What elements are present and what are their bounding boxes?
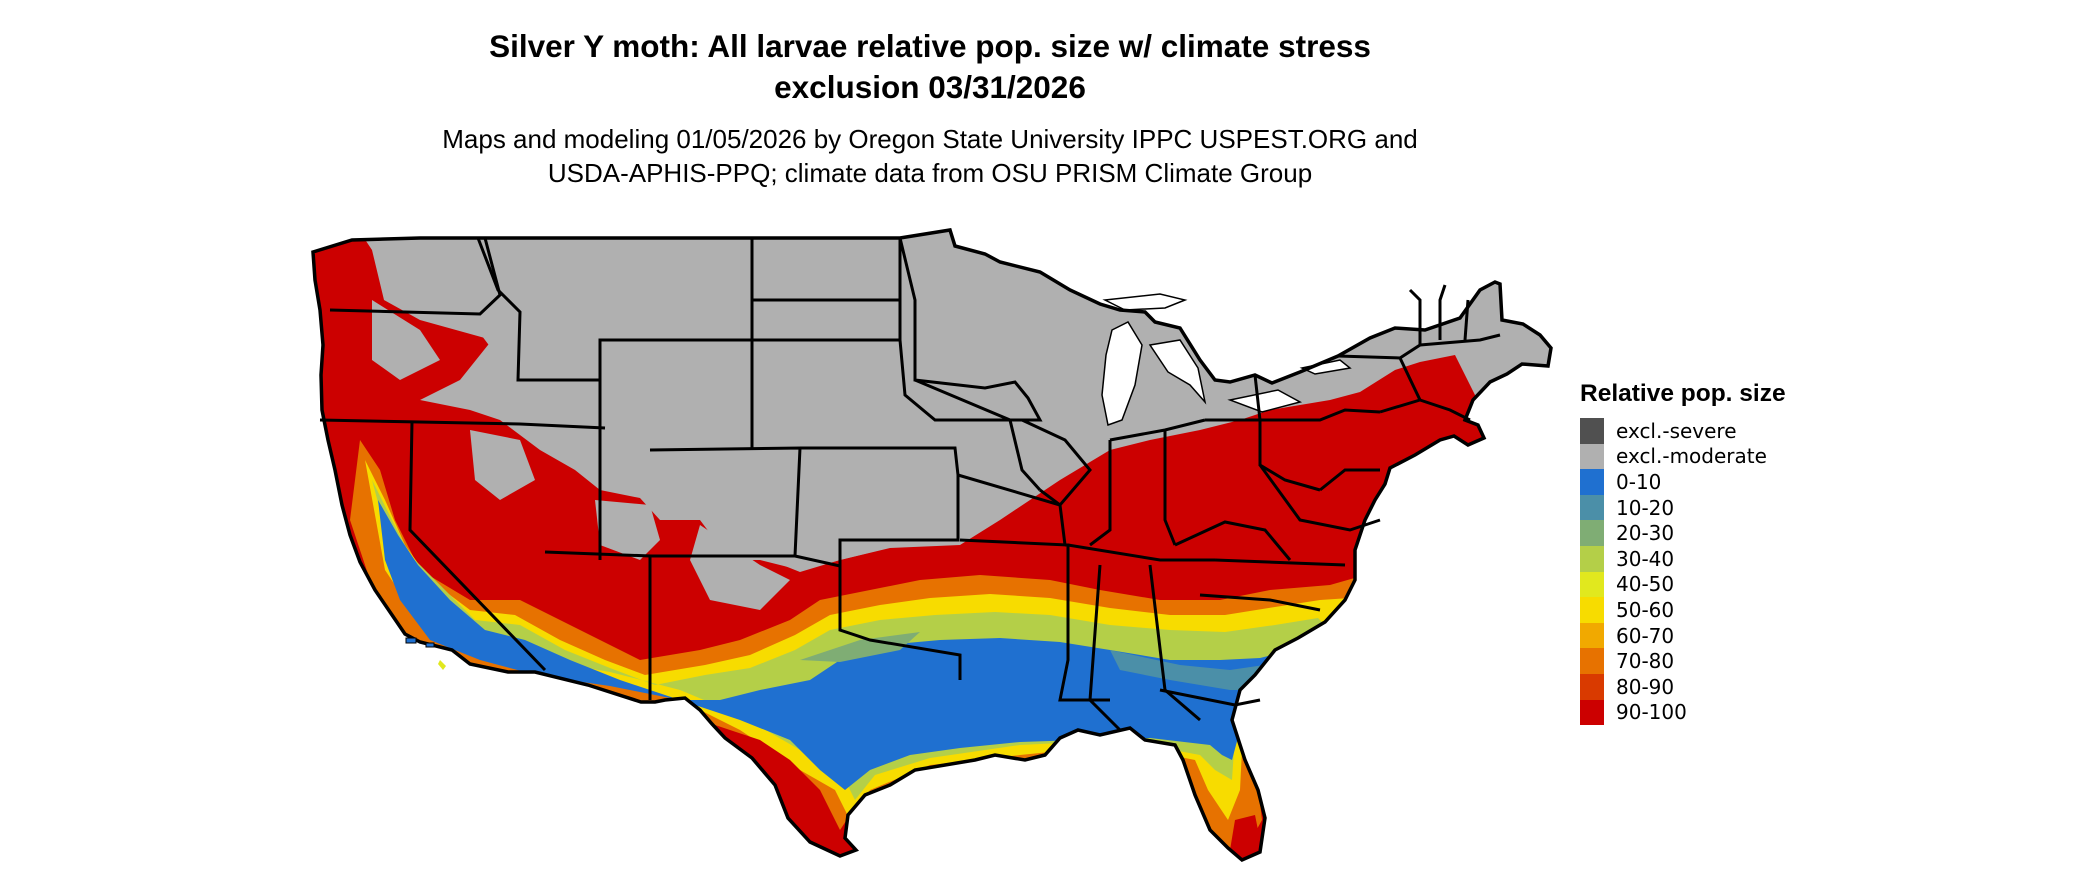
legend-swatch: [1580, 494, 1604, 521]
legend-swatch: [1580, 699, 1604, 726]
legend-swatch: [1580, 673, 1604, 700]
legend: Relative pop. size excl.-severe excl.-mo…: [1580, 380, 1786, 726]
legend-item: 10-20: [1580, 494, 1786, 521]
legend-swatch: [1580, 571, 1604, 598]
legend-label: 90-100: [1616, 700, 1687, 725]
legend-swatch: [1580, 597, 1604, 623]
legend-item: 80-90: [1580, 673, 1786, 700]
legend-swatch: [1580, 648, 1604, 674]
legend-swatch: [1580, 443, 1604, 470]
legend-item: 60-70: [1580, 622, 1786, 649]
legend-item: 70-80: [1580, 648, 1786, 674]
legend-label: excl.-severe: [1616, 418, 1737, 443]
legend-item: excl.-moderate: [1580, 443, 1786, 470]
legend-item: 0-10: [1580, 469, 1786, 495]
legend-label: 20-30: [1616, 521, 1675, 546]
legend-title: Relative pop. size: [1580, 380, 1786, 407]
legend-item: 30-40: [1580, 545, 1786, 572]
legend-label: 0-10: [1616, 469, 1662, 494]
legend-label: 30-40: [1616, 546, 1675, 571]
legend-items: excl.-severe excl.-moderate 0-10 10-20 2…: [1580, 418, 1786, 726]
legend-item: 20-30: [1580, 520, 1786, 546]
legend-label: 40-50: [1616, 572, 1675, 597]
legend-label: 70-80: [1616, 649, 1675, 674]
legend-label: excl.-moderate: [1616, 444, 1767, 469]
subtitle-line-2: USDA-APHIS-PPQ; climate data from OSU PR…: [547, 158, 1313, 188]
legend-swatch: [1580, 545, 1604, 572]
legend-swatch: [1580, 469, 1604, 495]
title-line-2: exclusion 03/31/2026: [774, 69, 1086, 105]
legend-label: 50-60: [1616, 597, 1675, 622]
map-title: Silver Y moth: All larvae relative pop. …: [0, 26, 1860, 108]
legend-item: 50-60: [1580, 597, 1786, 623]
title-line-1: Silver Y moth: All larvae relative pop. …: [489, 28, 1371, 64]
legend-item: excl.-severe: [1580, 418, 1786, 444]
subtitle-line-1: Maps and modeling 01/05/2026 by Oregon S…: [442, 124, 1418, 154]
legend-item: 40-50: [1580, 571, 1786, 598]
legend-label: 60-70: [1616, 623, 1675, 648]
legend-label: 80-90: [1616, 674, 1675, 699]
legend-label: 10-20: [1616, 495, 1675, 520]
map-subtitle: Maps and modeling 01/05/2026 by Oregon S…: [0, 122, 1860, 190]
legend-swatch: [1580, 520, 1604, 546]
legend-swatch: [1580, 418, 1604, 444]
legend-swatch: [1580, 622, 1604, 649]
legend-item: 90-100: [1580, 699, 1786, 726]
